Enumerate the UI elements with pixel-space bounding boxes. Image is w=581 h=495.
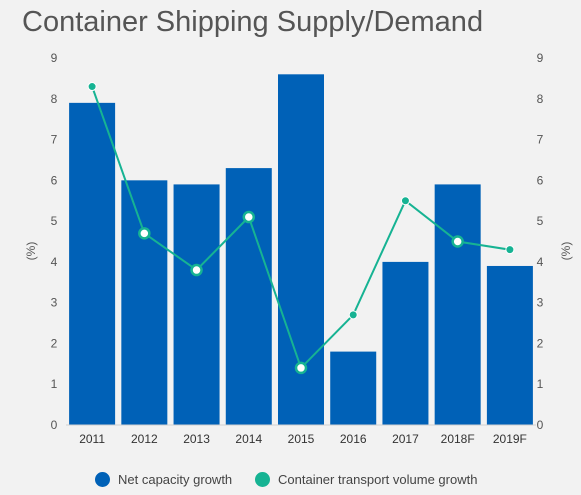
line-point <box>348 310 358 320</box>
line-point <box>87 82 97 92</box>
y-tick-left: 9 <box>51 51 58 65</box>
y-tick-left: 2 <box>51 336 58 350</box>
y-tick-left: 5 <box>51 214 58 228</box>
y-tick-left: 0 <box>51 418 58 432</box>
y-tick-left: 8 <box>51 92 58 106</box>
right-axis-ticks: 0 1 2 3 4 5 6 7 8 9 <box>537 51 544 432</box>
y-tick-left: 7 <box>51 133 58 147</box>
line-point <box>190 263 203 277</box>
bar <box>434 184 481 425</box>
y-tick-right: 3 <box>537 296 544 310</box>
bar <box>225 168 272 425</box>
y-tick-left: 3 <box>51 296 58 310</box>
left-axis-ticks: 0 1 2 3 4 5 6 7 8 9 <box>51 51 58 432</box>
line-point <box>505 245 515 255</box>
y-tick-right: 9 <box>537 51 544 65</box>
x-tick-label: 2014 <box>235 432 262 446</box>
bar <box>69 102 116 425</box>
legend-label-bars: Net capacity growth <box>118 472 233 487</box>
x-tick-label: 2012 <box>131 432 158 446</box>
x-tick-label: 2017 <box>392 432 419 446</box>
x-tick-label: 2011 <box>79 432 105 446</box>
y-tick-right: 0 <box>537 418 544 432</box>
y-tick-right: 2 <box>537 336 544 350</box>
bar <box>330 351 377 425</box>
y-axis-label-left: (%) <box>24 242 38 261</box>
x-tick-label: 2018F <box>441 432 475 446</box>
x-tick-label: 2019F <box>493 432 527 446</box>
line-point <box>242 210 256 224</box>
line-point <box>451 235 464 248</box>
y-tick-right: 8 <box>537 92 544 106</box>
legend-swatch-bars <box>95 472 110 487</box>
line-point <box>138 227 151 240</box>
y-tick-left: 4 <box>51 255 58 269</box>
bar-series <box>69 74 533 426</box>
legend-item-line: Container transport volume growth <box>255 472 477 487</box>
chart-title: Container Shipping Supply/Demand <box>22 6 484 38</box>
y-tick-right: 4 <box>537 255 544 269</box>
y-tick-left: 1 <box>51 377 58 391</box>
bar <box>486 265 533 425</box>
line-series <box>87 82 515 375</box>
legend-swatch-line <box>255 472 270 487</box>
bar <box>173 184 220 425</box>
category-labels: 2011 2012 2013 2014 2015 2016 2017 2018F 2019F <box>79 432 527 446</box>
y-tick-right: 5 <box>537 214 544 228</box>
x-tick-label: 2013 <box>183 432 210 446</box>
line-point <box>294 361 308 375</box>
bar <box>121 180 168 425</box>
y-tick-right: 6 <box>537 173 544 187</box>
legend-item-bars: Net capacity growth <box>95 472 232 487</box>
y-tick-left: 6 <box>51 173 58 187</box>
y-tick-right: 7 <box>537 133 544 147</box>
x-tick-label: 2016 <box>340 432 367 446</box>
legend-label-line: Container transport volume growth <box>278 472 478 487</box>
legend: Net capacity growth Container transport … <box>0 472 581 492</box>
x-tick-label: 2015 <box>288 432 315 446</box>
line-point <box>400 196 410 206</box>
y-axis-label-right: (%) <box>559 242 573 261</box>
bar <box>382 261 429 425</box>
y-tick-right: 1 <box>537 377 544 391</box>
